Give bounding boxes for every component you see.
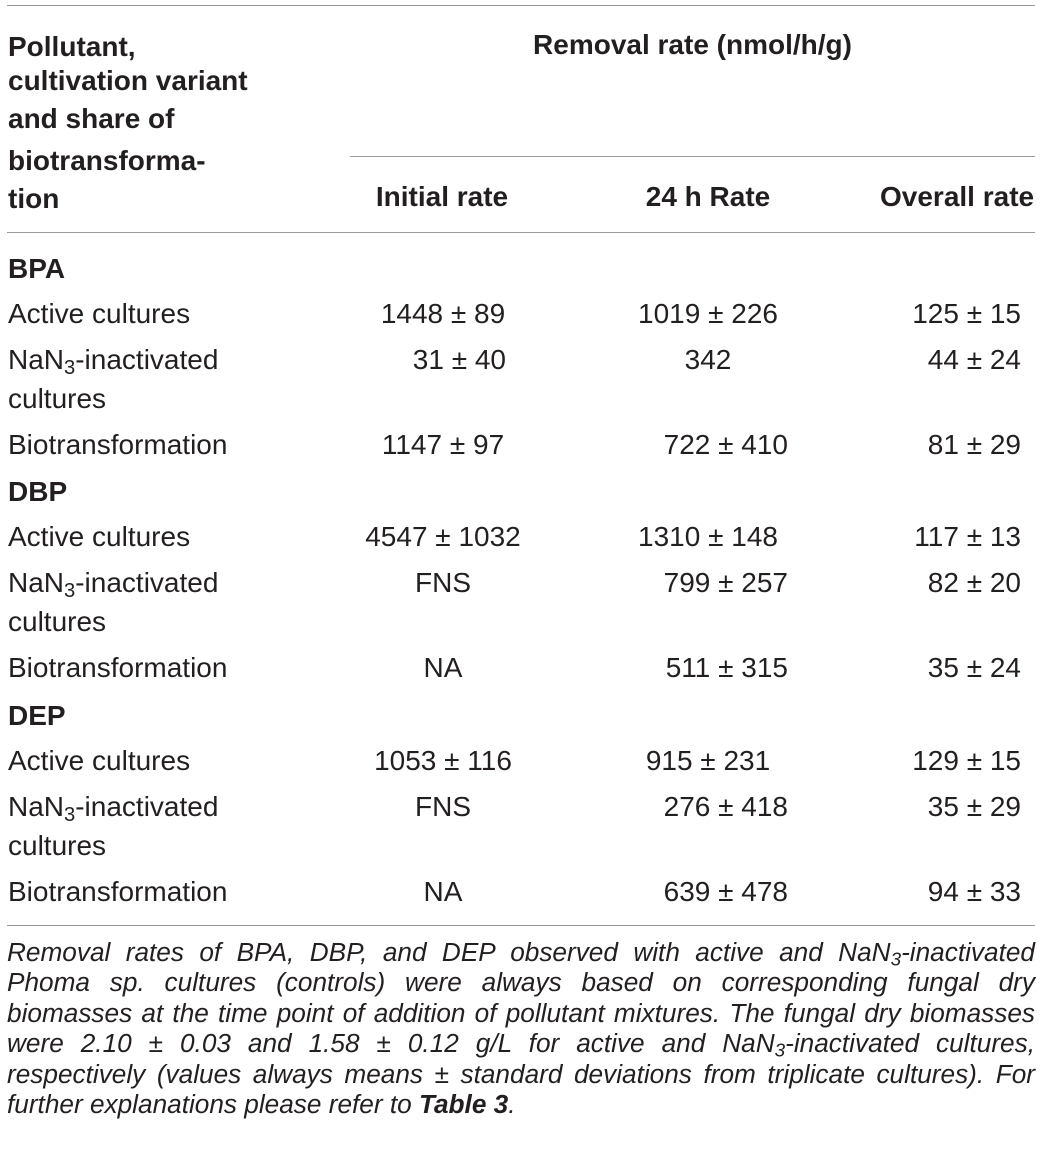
cell-initial: 1053 ± 116 xyxy=(374,745,512,776)
row-label-nan3: NaN3-inactivated xyxy=(8,567,219,603)
section-title-dbp: DBP xyxy=(8,476,68,507)
cell-overall: 35 ± 29 xyxy=(927,791,1021,822)
row-label-nan3: NaN3-inactivated xyxy=(8,791,219,827)
row-label-line2: cultures xyxy=(8,383,107,414)
header-pollutant-line-3: and share of xyxy=(8,103,175,134)
cell-initial: NA xyxy=(423,876,463,907)
cell-overall: 125 ± 15 xyxy=(912,298,1021,329)
cell-overall: 44 ± 24 xyxy=(927,344,1021,375)
cell-initial: 31 ± 40 xyxy=(412,344,506,375)
header-removal-rate: Removal rate (nmol/h/g) xyxy=(533,29,852,60)
cell-initial: 4547 ± 1032 xyxy=(365,521,521,552)
cell-initial: FNS xyxy=(415,567,471,598)
cell-24h: 511 ± 315 xyxy=(665,652,788,683)
cell-24h: 799 ± 257 xyxy=(663,567,788,598)
cell-24h: 915 ± 231 xyxy=(645,745,771,776)
cell-24h: 1019 ± 226 xyxy=(638,298,778,329)
header-pollutant-line-5: tion xyxy=(8,183,60,214)
section-title-dep: DEP xyxy=(8,700,66,731)
table-bottom-rule xyxy=(7,925,1035,926)
header-pollutant-line-2: cultivation variant xyxy=(8,65,248,96)
row-label: Biotransformation xyxy=(8,652,228,683)
cell-initial: 1147 ± 97 xyxy=(381,429,505,460)
header-24h-rate: 24 h Rate xyxy=(645,181,771,212)
row-label-line2: cultures xyxy=(8,830,107,861)
cell-overall: 35 ± 24 xyxy=(927,652,1021,683)
header-group-rule xyxy=(350,156,1035,157)
cell-initial: 1448 ± 89 xyxy=(380,298,506,329)
cell-overall: 82 ± 20 xyxy=(927,567,1021,598)
header-pollutant-line-4: biotransforma- xyxy=(8,145,206,176)
row-label: Active cultures xyxy=(8,521,191,552)
header-overall-rate: Overall rate xyxy=(880,181,1035,212)
header-pollutant-line-1: Pollutant, xyxy=(8,31,136,62)
table-caption: Removal rates of BPA, DBP, and DEP obser… xyxy=(7,937,1035,1120)
table-top-rule xyxy=(7,5,1035,6)
cell-initial: NA xyxy=(423,652,463,683)
cell-overall: 94 ± 33 xyxy=(927,876,1021,907)
cell-24h: 1310 ± 148 xyxy=(638,521,778,552)
cell-overall: 81 ± 29 xyxy=(927,429,1021,460)
section-title-bpa: BPA xyxy=(8,253,66,284)
header-initial-rate: Initial rate xyxy=(375,181,509,212)
cell-24h: 342 xyxy=(684,344,732,375)
cell-overall: 117 ± 13 xyxy=(914,521,1021,552)
row-label-line2: cultures xyxy=(8,606,107,637)
row-label: Biotransformation xyxy=(8,876,228,907)
row-label: Active cultures xyxy=(8,745,191,776)
header-bottom-rule xyxy=(7,232,1035,233)
cell-24h: 722 ± 410 xyxy=(663,429,788,460)
cell-overall: 129 ± 15 xyxy=(912,745,1021,776)
row-label-nan3: NaN3-inactivated xyxy=(8,344,219,380)
cell-initial: FNS xyxy=(415,791,471,822)
cell-24h: 276 ± 418 xyxy=(663,791,788,822)
table-3-link[interactable]: Table 3 xyxy=(418,1089,509,1120)
cell-24h: 639 ± 478 xyxy=(663,876,788,907)
row-label: Biotransformation xyxy=(8,429,228,460)
row-label: Active cultures xyxy=(8,298,191,329)
